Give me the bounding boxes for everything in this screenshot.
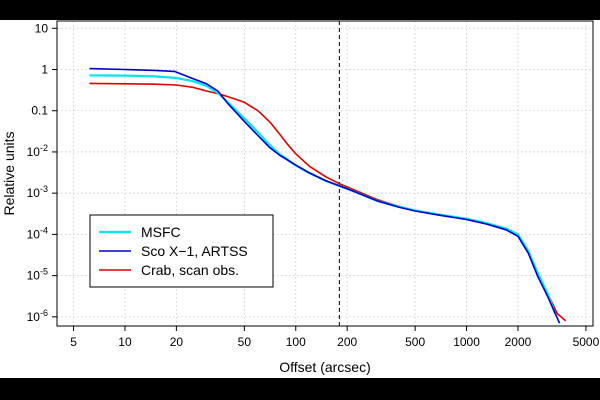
y-tick-label: 10-2 [27,143,48,159]
legend-label-msfc: MSFC [141,224,181,240]
y-tick-label: 1 [41,62,48,76]
x-axis-title: Offset (arcsec) [279,359,371,375]
legend: MSFC Sco X−1, ARTSS Crab, scan obs. [89,214,274,288]
bottom-border [0,378,600,400]
y-tick-label: 10-3 [27,184,48,200]
x-tick-label: 500 [405,335,425,349]
legend-label-crab: Crab, scan obs. [141,262,239,278]
x-tick-label: 200 [337,335,357,349]
ticks: 5 10 20 50 100 200 500 1000 2000 5000 10 1 0.1 10-2 10… [27,21,600,349]
y-tick-label: 10-4 [27,225,48,241]
y-tick-label: 10 [35,21,49,35]
x-tick-label: 2000 [505,335,532,349]
y-tick-label: 10-6 [27,308,48,324]
legend-entry-sco-x1: Sco X−1, ARTSS [99,243,248,259]
legend-label-sco-x1: Sco X−1, ARTSS [141,243,248,259]
y-axis-title: Relative units [1,131,17,215]
x-tick-label: 20 [170,335,184,349]
y-tick-label: 0.1 [31,104,48,118]
x-tick-label: 5 [70,335,77,349]
x-tick-label: 10 [118,335,132,349]
x-tick-label: 1000 [453,335,480,349]
legend-entry-msfc: MSFC [99,224,181,240]
y-tick-label: 10-5 [27,267,48,283]
x-tick-label: 5000 [573,335,600,349]
series-line-1 [89,67,561,324]
top-border [0,0,600,20]
x-tick-label: 50 [238,335,252,349]
x-tick-label: 100 [286,335,306,349]
plot-frame [56,20,594,327]
series-layer [89,67,567,324]
legend-entry-crab: Crab, scan obs. [99,262,239,278]
